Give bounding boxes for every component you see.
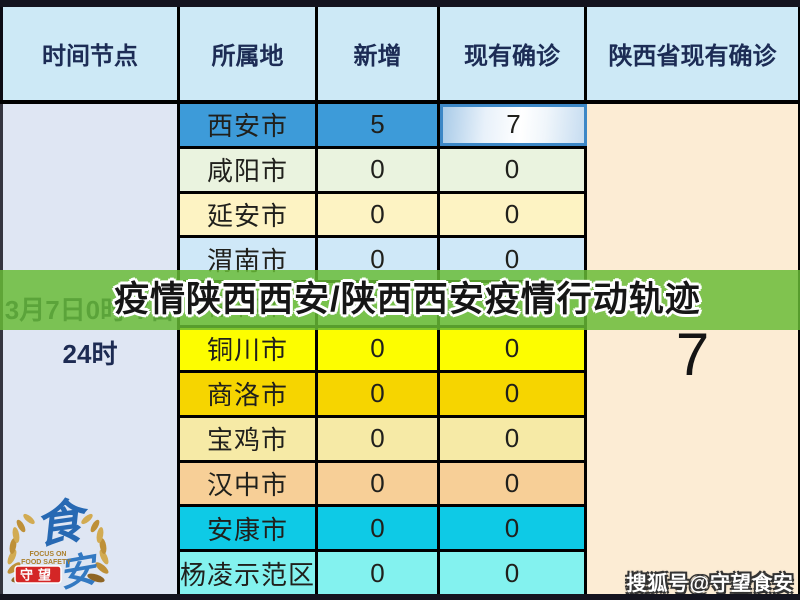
confirmed-cell[interactable]: 0 <box>440 552 587 594</box>
header-time-node[interactable]: 时间节点 <box>0 7 180 100</box>
table-row-xian: 西安市 5 7 <box>180 104 587 149</box>
confirmed-cell[interactable]: 0 <box>440 507 587 550</box>
city-cell[interactable]: 铜川市 <box>180 328 318 370</box>
city-cell[interactable]: 咸阳市 <box>180 148 318 191</box>
table-row-baoji: 宝鸡市 0 0 <box>180 417 587 463</box>
new-cases-cell[interactable]: 0 <box>318 328 440 370</box>
food-safety-logo: 食 安 FOCUS ON FOOD SAFETY 守望 <box>7 494 109 595</box>
confirmed-cell[interactable]: 0 <box>440 238 587 281</box>
confirmed-cell[interactable]: 0 <box>440 372 587 415</box>
confirmed-cell[interactable]: 0 <box>440 328 587 370</box>
title-overlay-band <box>0 270 800 330</box>
province-total-cell[interactable]: 7 <box>587 104 800 594</box>
city-cell[interactable]: 延安市 <box>180 193 318 236</box>
city-cell[interactable]: 宝鸡市 <box>180 417 318 460</box>
svg-text:守望: 守望 <box>20 568 56 583</box>
logo-char-shi: 食 <box>31 494 94 554</box>
new-cases-cell[interactable]: 0 <box>318 507 440 550</box>
sohu-watermark: 搜狐号@守望食安 <box>626 573 794 595</box>
new-cases-cell[interactable]: 0 <box>318 417 440 460</box>
logo-en-line2: FOOD SAFETY <box>21 559 71 566</box>
header-province-confirmed[interactable]: 陕西省现有确诊 <box>587 7 800 100</box>
date-line-2: 24时 <box>62 339 118 369</box>
header-confirmed[interactable]: 现有确诊 <box>440 7 587 100</box>
logo-red-banner: 守望 <box>14 565 62 584</box>
header-location[interactable]: 所属地 <box>180 7 318 100</box>
confirmed-cell[interactable]: 0 <box>440 462 587 505</box>
new-cases-cell[interactable]: 0 <box>318 462 440 505</box>
table-row-tongchuan: 铜川市 0 0 <box>180 328 587 373</box>
confirmed-cell[interactable]: 0 <box>440 148 587 191</box>
table-row-hanzhong: 汉中市 0 0 <box>180 462 587 508</box>
table-row-xianyang: 咸阳市 0 0 <box>180 148 587 194</box>
article-title: 疫情陕西西安/陕西西安疫情行动轨迹 <box>114 280 701 319</box>
city-cell[interactable]: 杨凌示范区 <box>180 552 318 594</box>
city-cell[interactable]: 安康市 <box>180 507 318 550</box>
new-cases-cell[interactable]: 5 <box>318 104 440 146</box>
table-row-ankang: 安康市 0 0 <box>180 507 587 553</box>
city-cell[interactable]: 汉中市 <box>180 462 318 505</box>
confirmed-cell[interactable]: 0 <box>440 193 587 236</box>
header-new-cases[interactable]: 新增 <box>318 7 440 100</box>
table-row-shangluo: 商洛市 0 0 <box>180 372 587 418</box>
table-header-row: 时间节点 所属地 新增 现有确诊 陕西省现有确诊 <box>0 7 800 104</box>
new-cases-cell[interactable]: 0 <box>318 238 440 281</box>
logo-en-line1: FOCUS ON <box>30 551 67 558</box>
new-cases-cell[interactable]: 0 <box>318 372 440 415</box>
confirmed-cell[interactable]: 0 <box>440 417 587 460</box>
city-rows: 西安市 5 7 咸阳市 0 0 延安市 0 0 渭南市 0 0 榆林市 0 0 … <box>180 104 587 594</box>
new-cases-cell[interactable]: 0 <box>318 552 440 594</box>
new-cases-cell[interactable]: 0 <box>318 148 440 191</box>
table-row-yangling: 杨凌示范区 0 0 <box>180 552 587 594</box>
city-cell[interactable]: 商洛市 <box>180 372 318 415</box>
wheat-wreath-icon <box>7 513 109 583</box>
top-border-strip <box>0 0 800 7</box>
province-total-value: 7 <box>675 321 710 388</box>
bottom-border-strip <box>0 594 800 600</box>
confirmed-cell-selected[interactable]: 7 <box>440 104 587 146</box>
table-row-yanan: 延安市 0 0 <box>180 193 587 239</box>
city-cell[interactable]: 西安市 <box>180 104 318 146</box>
new-cases-cell[interactable]: 0 <box>318 193 440 236</box>
